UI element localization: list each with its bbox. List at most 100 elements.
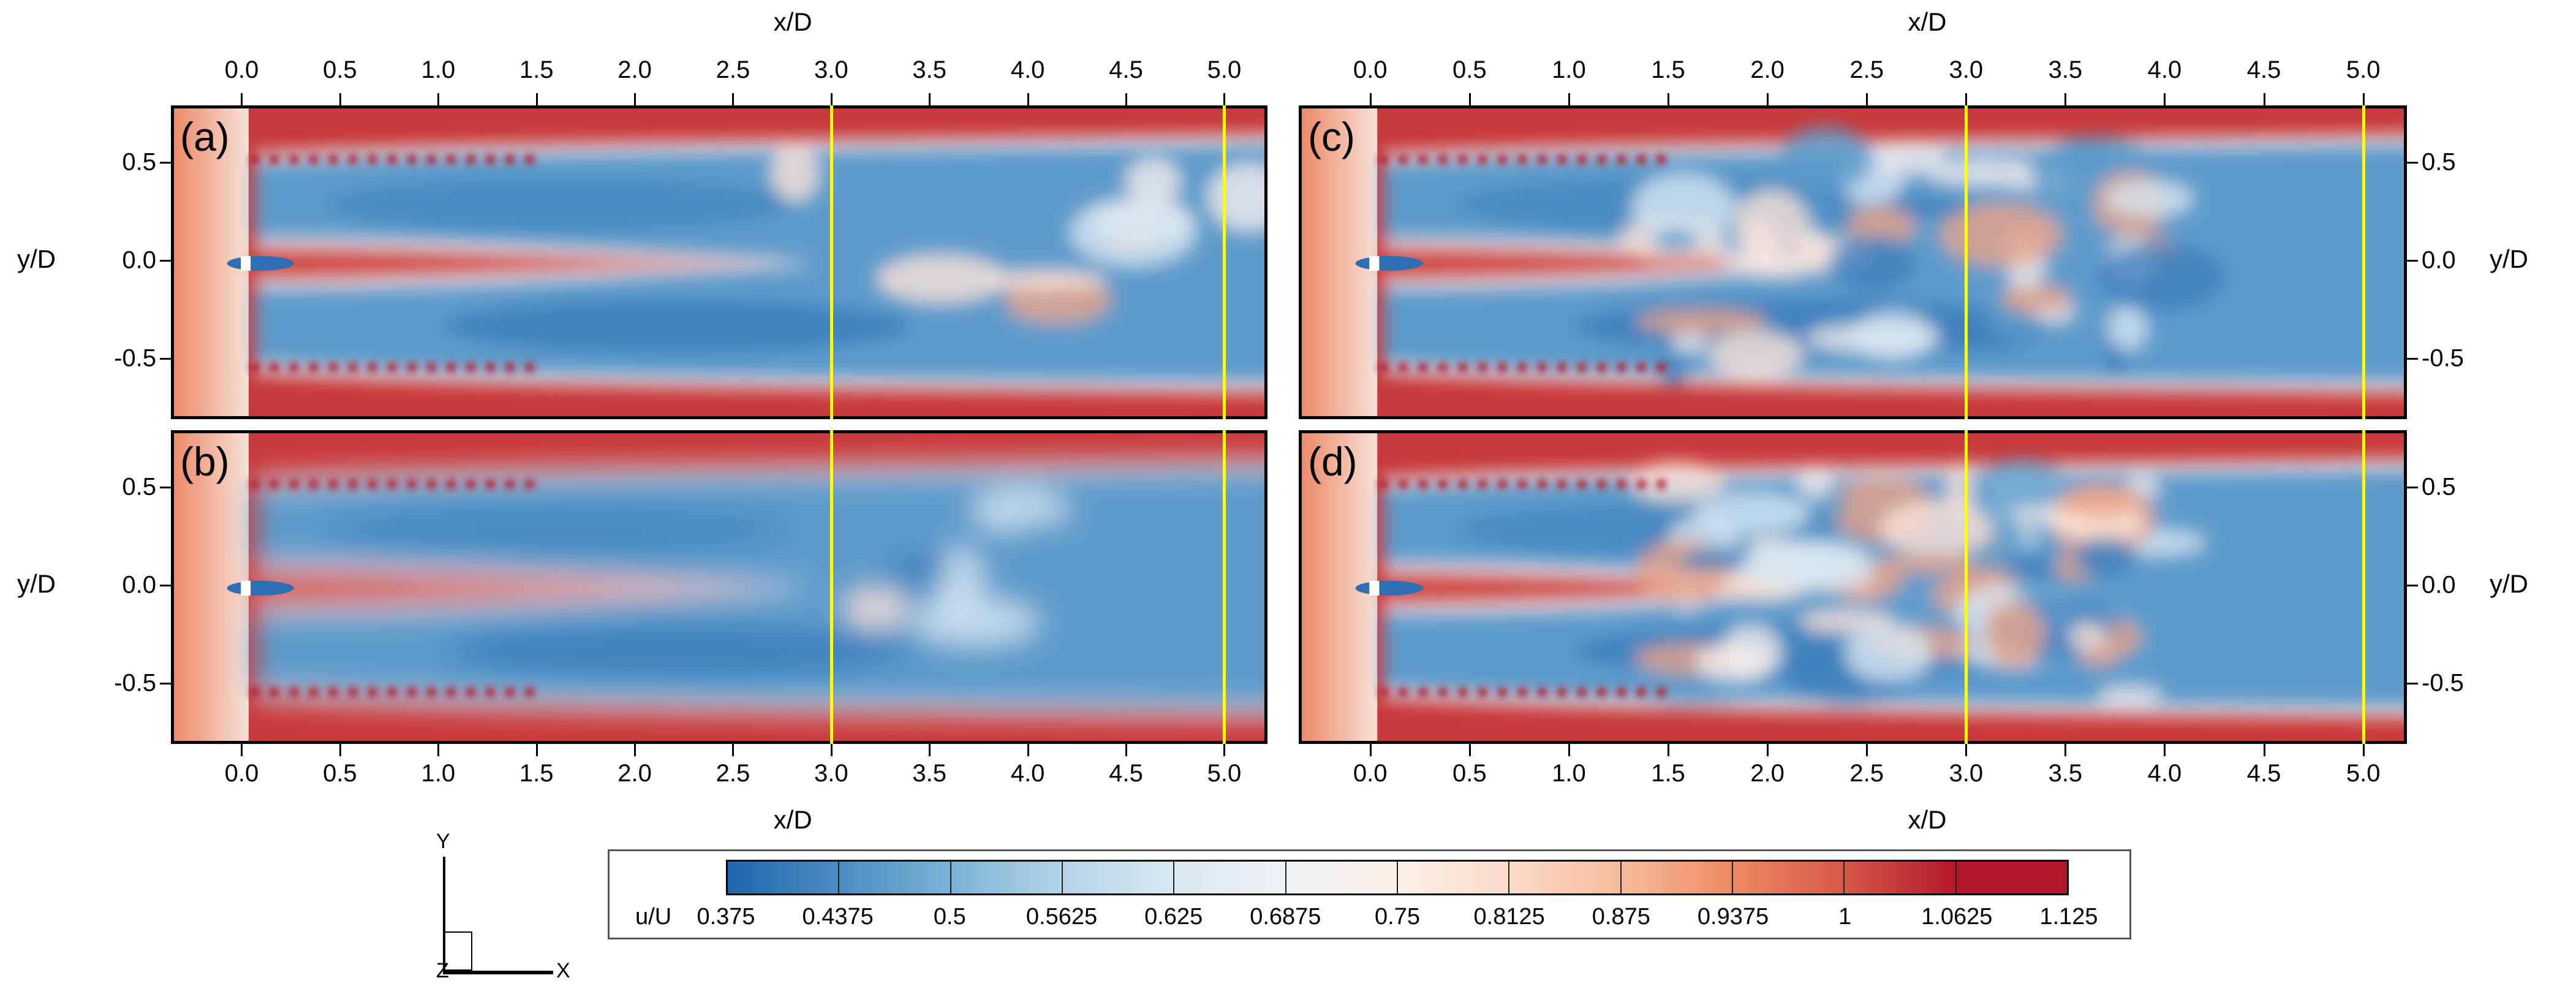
- y-axis-title: y/D: [17, 244, 56, 273]
- mixing-eddy: [1846, 205, 1916, 246]
- y-tick-label: 0.0: [122, 571, 156, 599]
- tip-vortex: [1577, 479, 1587, 490]
- colorbar-level-label: 0.4375: [802, 904, 874, 930]
- mixing-eddy: [1734, 189, 1809, 262]
- y-axis-title: y/D: [2490, 244, 2528, 273]
- mixing-eddy: [1637, 686, 1758, 706]
- tip-vortex: [249, 362, 260, 373]
- mixing-eddy: [1875, 139, 1945, 175]
- x-tick: [1027, 93, 1029, 105]
- tip-vortex: [289, 687, 299, 697]
- x-tick-label: 4.5: [2246, 760, 2281, 787]
- triad-y-axis: [443, 857, 445, 973]
- y-tick: [2407, 682, 2418, 685]
- tip-vortex: [269, 362, 279, 373]
- y-tick: [160, 259, 171, 262]
- x-tick-label: 2.0: [1750, 56, 1785, 83]
- mixing-eddy: [1653, 228, 1699, 253]
- x-tick: [2164, 93, 2166, 105]
- x-tick-label: 4.5: [1109, 760, 1143, 787]
- tip-vortex: [347, 154, 358, 165]
- x-tick: [1369, 93, 1372, 105]
- tip-vortex: [505, 362, 515, 373]
- x-tick-label: 1.5: [519, 760, 554, 787]
- velocity-field-b: [174, 433, 1264, 741]
- tip-vortex: [446, 687, 456, 697]
- mixing-eddy: [1972, 460, 2072, 509]
- mixing-eddy: [1694, 492, 1810, 536]
- y-tick: [160, 682, 171, 685]
- mixing-eddy: [771, 143, 819, 202]
- x-tick: [1668, 93, 1669, 105]
- mixing-eddy: [1940, 203, 2063, 267]
- mixing-eddy: [1125, 157, 1181, 207]
- colorbar-level-label: 0.75: [1375, 904, 1420, 930]
- hub-jet: [1383, 571, 1771, 606]
- y-tick-label: -0.5: [2422, 344, 2464, 372]
- x-tick: [2362, 93, 2365, 105]
- mixing-eddy: [2074, 537, 2137, 577]
- tip-vortex: [1438, 154, 1448, 165]
- tip-vortex: [485, 687, 496, 697]
- tip-vortex: [1557, 687, 1567, 697]
- mixing-eddy: [1925, 158, 2050, 186]
- tip-vortex: [466, 154, 476, 165]
- tip-vortex: [407, 687, 417, 697]
- tip-vortex: [485, 154, 496, 165]
- colorbar-segment: [1621, 862, 1733, 893]
- x-tick: [1125, 744, 1128, 756]
- mixing-eddy: [1635, 308, 1768, 335]
- tip-vortex: [524, 479, 535, 490]
- colorbar-segment: [728, 862, 840, 893]
- colorbar-segment: [1397, 862, 1510, 893]
- hub-jet: [1383, 246, 1771, 281]
- panel-a: (a): [171, 105, 1267, 419]
- tip-vortex: [426, 362, 437, 373]
- x-tick-label: 0.5: [323, 760, 357, 787]
- x-tick: [1866, 93, 1868, 105]
- panel-label: (b): [180, 439, 230, 484]
- tip-vortex: [446, 154, 456, 165]
- tip-vortex: [1398, 479, 1408, 490]
- mixing-eddy: [2053, 487, 2139, 518]
- y-tick-label: 0.5: [122, 473, 156, 501]
- x-tick-label: 0.0: [1353, 760, 1388, 787]
- colorbar-segment: [1286, 862, 1398, 893]
- reference-line-x-5: [1223, 430, 1226, 744]
- x-tick-label: 1.0: [1552, 56, 1586, 83]
- mixing-eddy: [1679, 548, 1754, 571]
- tip-vortex: [1537, 154, 1547, 165]
- tip-vortex: [367, 687, 377, 697]
- colorbar-level-label: 0.625: [1144, 904, 1203, 930]
- x-tick-label: 0.0: [224, 56, 259, 83]
- tip-vortex: [1656, 362, 1666, 373]
- colorbar-level-label: 1.0625: [1921, 904, 1993, 930]
- mixing-eddy: [1743, 550, 1816, 570]
- tip-vortex: [1378, 687, 1388, 697]
- tip-vortex: [485, 362, 496, 373]
- x-tick: [929, 744, 931, 756]
- tip-vortex: [1478, 479, 1488, 490]
- tip-vortex: [1517, 479, 1527, 490]
- panel-b: (b): [171, 430, 1267, 744]
- triad-z-label: Z: [436, 959, 449, 982]
- x-tick: [1767, 744, 1769, 756]
- tip-vortex: [328, 154, 338, 165]
- colorbar-level-label: 0.9375: [1697, 904, 1769, 930]
- x-tick-label: 3.0: [1949, 56, 1984, 83]
- velocity-field-c: [1302, 108, 2404, 416]
- x-tick-label: 0.0: [1353, 56, 1388, 83]
- tip-vortex: [387, 362, 398, 373]
- panel-c: (c): [1299, 105, 2407, 419]
- panel-label: (c): [1308, 114, 1355, 159]
- colorbar-segment: [1732, 862, 1845, 893]
- mixing-eddy: [1656, 355, 1691, 385]
- x-tick: [2263, 744, 2265, 756]
- mixing-eddy: [2107, 306, 2147, 351]
- tip-vortex: [1636, 154, 1647, 165]
- x-tick-label: 4.0: [1010, 56, 1045, 83]
- tip-vortex: [1398, 154, 1408, 165]
- y-axis-title: y/D: [2490, 569, 2528, 598]
- tip-vortex: [1438, 687, 1448, 697]
- tip-vortex: [1418, 362, 1428, 373]
